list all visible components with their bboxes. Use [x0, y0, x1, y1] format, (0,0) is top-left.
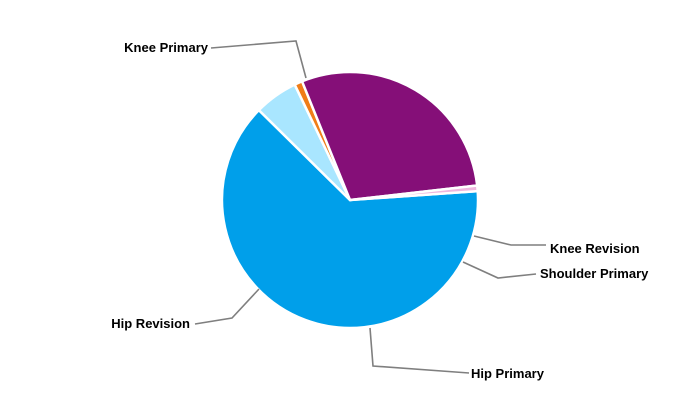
pie-slice-hip-revision	[348, 184, 479, 202]
leader-line-knee-primary	[210, 40, 307, 79]
leader-lines-layer	[194, 40, 546, 374]
leader-line-knee-revision	[473, 235, 546, 246]
leader-line-hip-primary	[369, 327, 470, 374]
pie-slice-knee-primary	[220, 108, 480, 330]
slice-label-knee-primary: Knee Primary	[124, 40, 209, 55]
labels-layer: Knee Primary Knee Revision Shoulder Primar…	[111, 40, 649, 381]
leader-line-hip-revision	[194, 288, 260, 325]
slice-label-knee-revision: Knee Revision	[550, 241, 640, 256]
slice-label-hip-revision: Hip Revision	[111, 316, 190, 331]
leader-line-shoulder-primary	[462, 261, 537, 279]
slices-layer	[220, 70, 480, 330]
slice-label-shoulder-primary: Shoulder Primary	[540, 266, 649, 281]
pie-slice-hip-primary	[300, 70, 479, 202]
slice-label-hip-primary: Hip Primary	[471, 366, 545, 381]
